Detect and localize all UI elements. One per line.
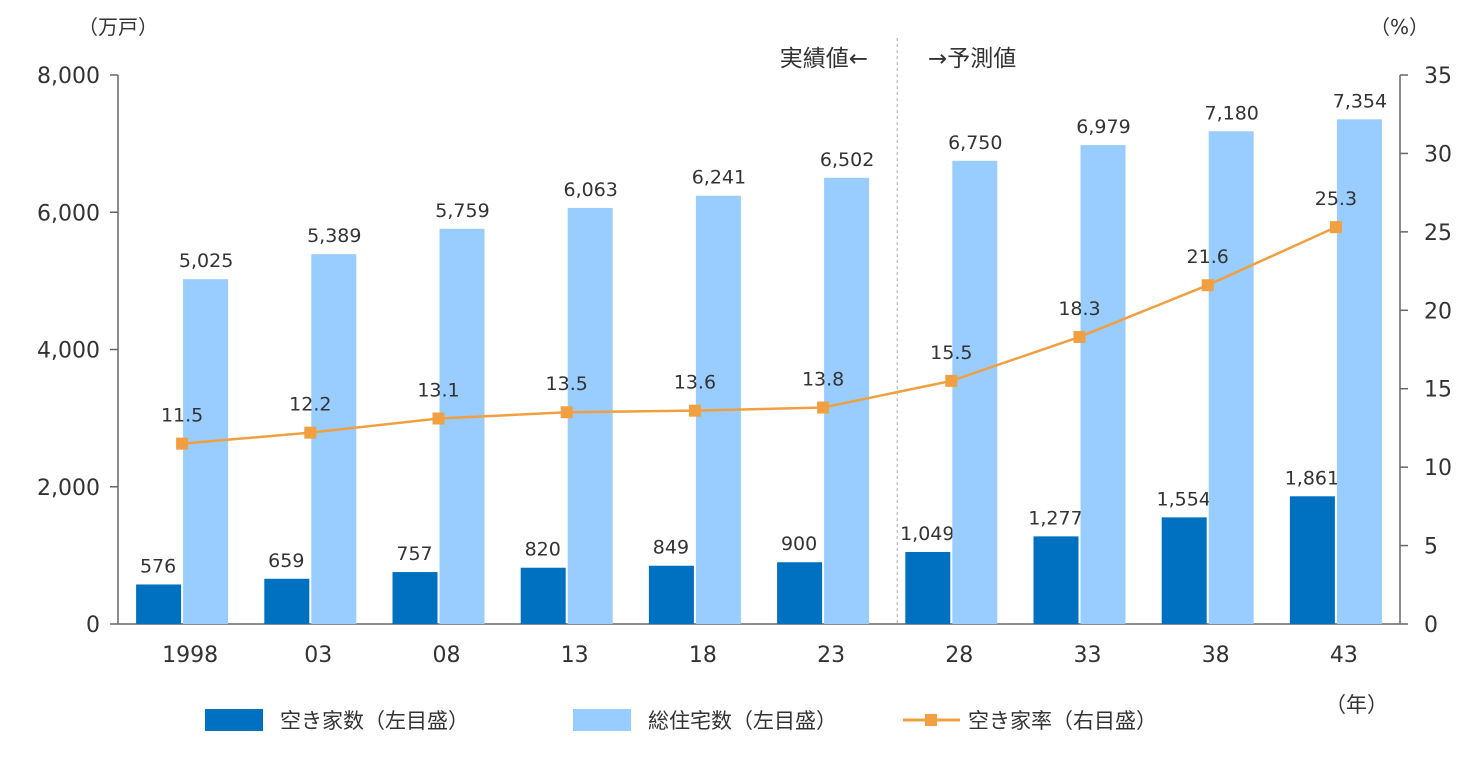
right-tick-label: 25 [1424,221,1452,246]
left-tick-label: 4,000 [37,339,100,364]
data-label-vacancy-rate: 13.5 [546,373,588,395]
data-label-total-houses: 7,354 [1333,90,1387,112]
data-label-vacant-houses: 900 [781,533,817,555]
data-label-total-houses: 6,241 [692,167,746,189]
data-label-vacant-houses: 1,049 [900,523,954,545]
point-vacancy-rate [432,412,445,425]
forecast-annotation: →予測値 [928,46,1016,72]
data-label-vacant-houses: 1,277 [1028,507,1082,529]
legend: 空き家数（左目盛） 総住宅数（左目盛） 空き家率（右目盛） [205,709,1157,733]
right-tick-label: 15 [1424,378,1452,403]
bar-vacant-houses [520,567,566,624]
point-vacancy-rate [1073,330,1086,343]
left-tick-label: 0 [86,613,100,638]
legend-label-total-houses: 総住宅数（左目盛） [648,709,837,733]
category-label: 33 [1074,643,1102,668]
legend-marker-vacancy-rate [925,714,937,726]
data-label-vacancy-rate: 13.1 [417,380,459,402]
point-vacancy-rate [304,426,317,439]
right-tick-label: 20 [1424,299,1452,324]
point-vacancy-rate [945,374,958,387]
bar-vacant-houses [1289,496,1335,624]
bar-total-houses [183,279,229,624]
bar-total-houses [1208,131,1254,624]
right-tick-label: 0 [1424,613,1438,638]
bar-vacant-houses [905,552,951,624]
left-tick-label: 8,000 [37,64,100,89]
bar-total-houses [952,160,998,624]
right-tick-label: 30 [1424,142,1452,167]
category-label: 08 [433,643,461,668]
data-label-total-houses: 6,063 [563,179,617,201]
data-label-total-houses: 6,979 [1076,116,1130,138]
data-label-vacancy-rate: 13.8 [802,369,844,391]
bar-total-houses [567,207,613,624]
legend-swatch-vacant-houses [205,709,263,731]
data-label-vacancy-rate: 21.6 [1187,246,1229,268]
category-label: 13 [561,643,589,668]
category-label: 23 [817,643,845,668]
point-vacancy-rate [817,401,830,414]
bar-vacant-houses [264,578,310,624]
right-axis-unit: （%） [1370,15,1429,39]
point-vacancy-rate [1329,221,1342,234]
actual-annotation: 実績値← [780,46,868,72]
bar-vacant-houses [1033,536,1079,624]
data-label-total-houses: 6,502 [820,149,874,171]
line-vacancy-rate [181,226,1337,445]
data-label-vacancy-rate: 12.2 [289,394,331,416]
bar-total-houses [311,254,357,624]
data-label-total-houses: 6,750 [948,132,1002,154]
left-tick-label: 2,000 [37,476,100,501]
right-tick-label: 5 [1424,535,1438,560]
left-axis-unit: （万戸） [78,15,158,39]
data-label-vacant-houses: 1,554 [1156,488,1210,510]
data-label-vacancy-rate: 25.3 [1315,188,1357,210]
legend-label-vacant-houses: 空き家数（左目盛） [280,709,469,733]
data-label-vacant-houses: 659 [268,550,304,572]
category-label: 18 [689,643,717,668]
x-axis-unit: （年） [1325,693,1388,717]
data-label-total-houses: 5,389 [307,225,361,247]
point-vacancy-rate [1201,279,1214,292]
category-label: 28 [945,643,973,668]
point-vacancy-rate [176,437,189,450]
data-label-vacancy-rate: 15.5 [930,342,972,364]
bar-vacant-houses [777,562,823,624]
data-label-vacant-houses: 849 [653,537,689,559]
right-tick-label: 10 [1424,456,1452,481]
data-label-vacant-houses: 576 [140,555,176,577]
data-label-vacancy-rate: 18.3 [1058,298,1100,320]
bar-total-houses [439,228,485,624]
data-label-vacant-houses: 757 [396,543,432,565]
category-label: 38 [1202,643,1230,668]
data-label-total-houses: 5,025 [179,250,233,272]
point-vacancy-rate [560,406,573,419]
right-tick-label: 35 [1424,64,1452,89]
data-label-total-houses: 7,180 [1204,102,1258,124]
category-label: 03 [304,643,332,668]
point-vacancy-rate [688,404,701,417]
bar-vacant-houses [648,565,694,624]
bar-vacant-houses [1161,517,1207,624]
bar-vacant-houses [392,572,438,624]
legend-swatch-total-houses [573,709,631,731]
bar-total-houses [1080,145,1126,624]
category-label: 1998 [162,643,218,668]
bar-total-houses [824,177,870,625]
legend-label-vacancy-rate: 空き家率（右目盛） [968,709,1157,733]
data-label-vacant-houses: 820 [525,539,561,561]
bar-vacant-houses [136,584,182,624]
data-label-vacancy-rate: 11.5 [161,405,203,427]
data-label-total-houses: 5,759 [435,200,489,222]
data-label-vacancy-rate: 13.6 [674,372,716,394]
category-label: 43 [1330,643,1358,668]
bar-total-houses [1336,119,1382,624]
left-tick-label: 6,000 [37,201,100,226]
data-label-vacant-houses: 1,861 [1285,467,1339,489]
